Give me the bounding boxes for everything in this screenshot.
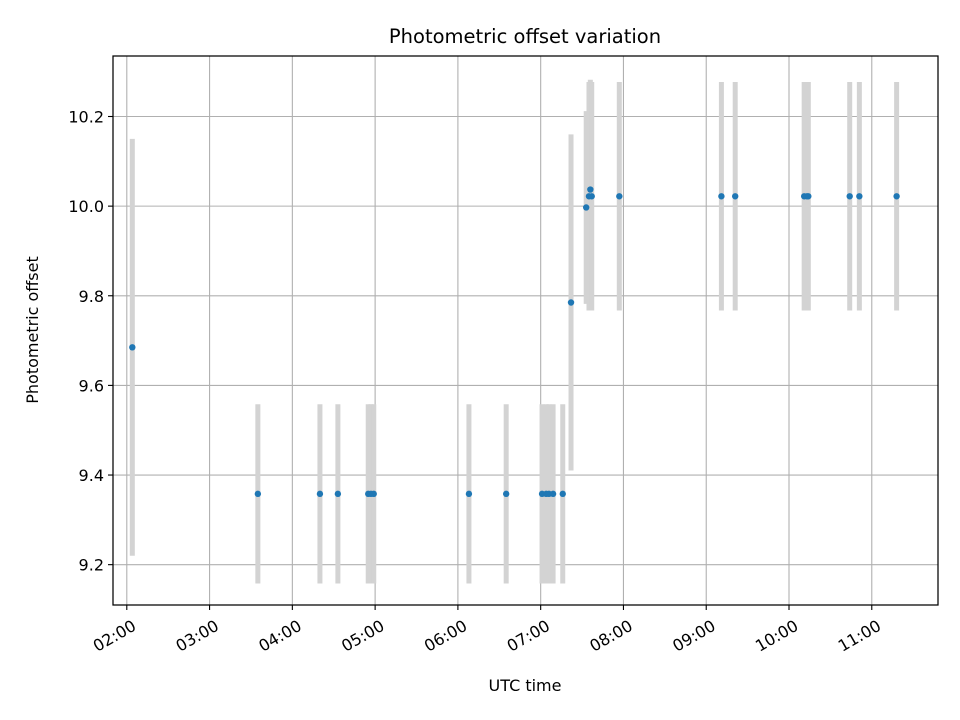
data-point [583,204,590,211]
data-point [129,344,136,351]
data-point [334,490,342,498]
data-point [893,193,900,200]
y-axis-label: Photometric offset [23,256,42,404]
data-point [588,193,595,200]
data-point [316,490,324,498]
y-tick-label: 9.6 [79,376,104,395]
y-tick-label: 9.8 [79,287,104,306]
data-point [718,193,725,200]
data-point [616,193,623,200]
x-axis-label: UTC time [489,676,562,695]
data-point [846,193,853,200]
y-tick-label: 9.2 [79,556,104,575]
data-point [567,299,575,306]
chart-title: Photometric offset variation [389,25,661,48]
data-point [731,193,739,200]
grid [113,56,938,605]
data-points [129,186,900,498]
y-tick-label: 9.4 [79,466,104,485]
data-point [559,490,566,498]
data-point [254,490,262,498]
data-point [502,490,510,498]
data-point [805,193,812,200]
y-tick-label: 10.2 [68,108,104,127]
data-point [370,490,377,498]
y-tick-label: 10.0 [68,197,104,216]
data-point [465,490,473,498]
data-point [549,490,557,498]
plot-frame [112,55,939,606]
data-point [856,193,863,200]
data-point [587,186,594,193]
